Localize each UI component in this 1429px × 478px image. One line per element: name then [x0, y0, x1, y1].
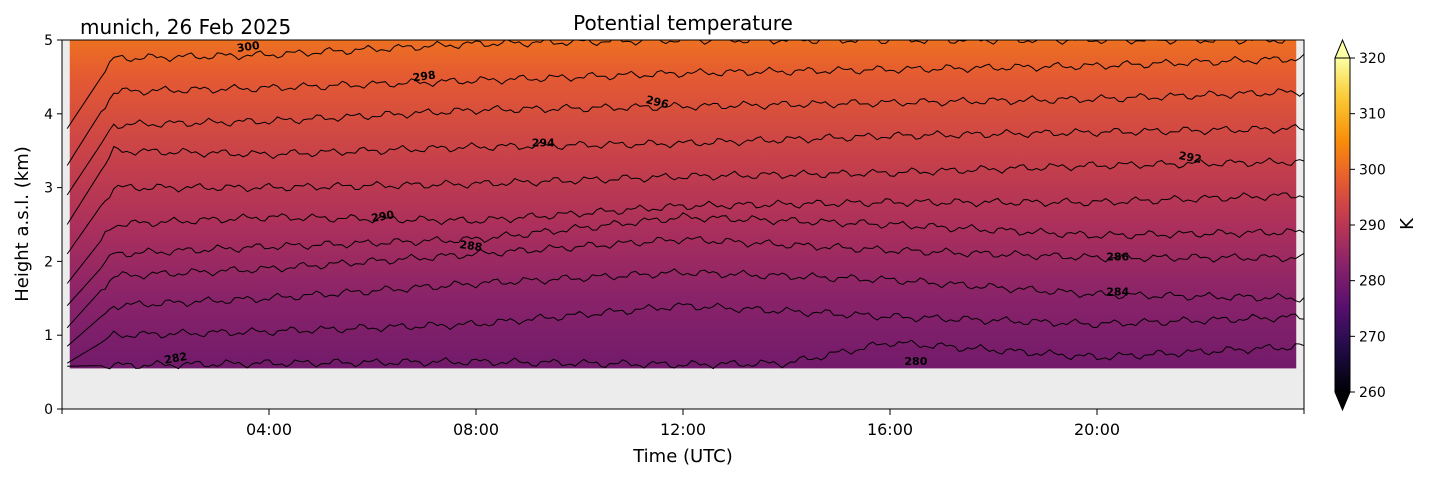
colorbar-extend-min — [1334, 391, 1351, 412]
colorbar-label: K — [1397, 217, 1418, 230]
contour-label: 280 — [904, 355, 927, 368]
contour-284 — [66, 268, 1304, 347]
colorbar-tick-label: 300 — [1359, 162, 1386, 178]
contour-label: 292 — [1178, 149, 1203, 166]
colorbar-tick-label: 260 — [1359, 385, 1386, 401]
colorbar-tick-label: 280 — [1359, 274, 1386, 290]
x-tick-label: 08:00 — [453, 420, 499, 439]
y-tick-label: 4 — [44, 107, 53, 123]
y-tick-label: 2 — [44, 254, 53, 270]
contour-300 — [66, 40, 1286, 129]
colorbar-tick-label: 290 — [1359, 218, 1386, 234]
chart-subtitle: munich, 26 Feb 2025 — [80, 15, 291, 39]
y-tick-label: 0 — [44, 402, 53, 418]
y-axis: 0 1 2 3 4 5 — [44, 33, 62, 418]
contour-290 — [66, 192, 1304, 284]
contour-282 — [66, 302, 1304, 364]
colorbar-tick-label: 320 — [1359, 51, 1386, 67]
contour-labels: 300 298 296 294 292 290 288 286 284 282 280 — [163, 39, 1202, 368]
colorbar-tick-label: 310 — [1359, 107, 1386, 123]
contour-296 — [66, 88, 1304, 196]
contour-294 — [66, 123, 1304, 225]
y-tick-label: 1 — [44, 328, 53, 344]
contour-288 — [66, 212, 1304, 307]
contour-label: 298 — [412, 68, 437, 84]
plot-area: 300 298 296 294 292 290 288 286 284 282 280 — [61, 39, 1305, 410]
x-axis: 04:00 08:00 12:00 16:00 20:00 — [61, 409, 1305, 439]
y-tick-label: 3 — [44, 181, 53, 197]
contour-label: 290 — [370, 208, 395, 225]
contour-label: 296 — [645, 93, 671, 111]
x-tick-label: 20:00 — [1074, 420, 1120, 439]
temperature-field — [69, 40, 1297, 369]
y-tick-label: 5 — [44, 33, 53, 49]
colorbar-extend-max — [1334, 38, 1351, 59]
x-tick-label: 16:00 — [867, 420, 913, 439]
chart-title: Potential temperature — [573, 11, 793, 35]
x-tick-label: 04:00 — [246, 420, 292, 439]
contour-lines — [66, 40, 1304, 370]
contour-label: 282 — [163, 350, 188, 367]
contour-label: 284 — [1106, 285, 1129, 298]
contour-280 — [67, 339, 1304, 370]
colorbar-tick-label: 270 — [1359, 329, 1386, 345]
x-tick-label: 12:00 — [660, 420, 706, 439]
colorbar: 260 270 280 290 300 310 320 — [1334, 38, 1386, 412]
contour-label: 286 — [1106, 251, 1129, 264]
contour-label: 300 — [236, 39, 261, 55]
contour-label: 288 — [459, 238, 484, 254]
contour-298 — [66, 53, 1304, 166]
colorbar-gradient — [1335, 58, 1350, 392]
y-axis-label: Height a.s.l. (km) — [12, 146, 33, 302]
contour-label: 294 — [532, 136, 555, 149]
x-axis-label: Time (UTC) — [632, 446, 733, 467]
contour-292 — [66, 157, 1304, 255]
contour-286 — [66, 236, 1304, 329]
